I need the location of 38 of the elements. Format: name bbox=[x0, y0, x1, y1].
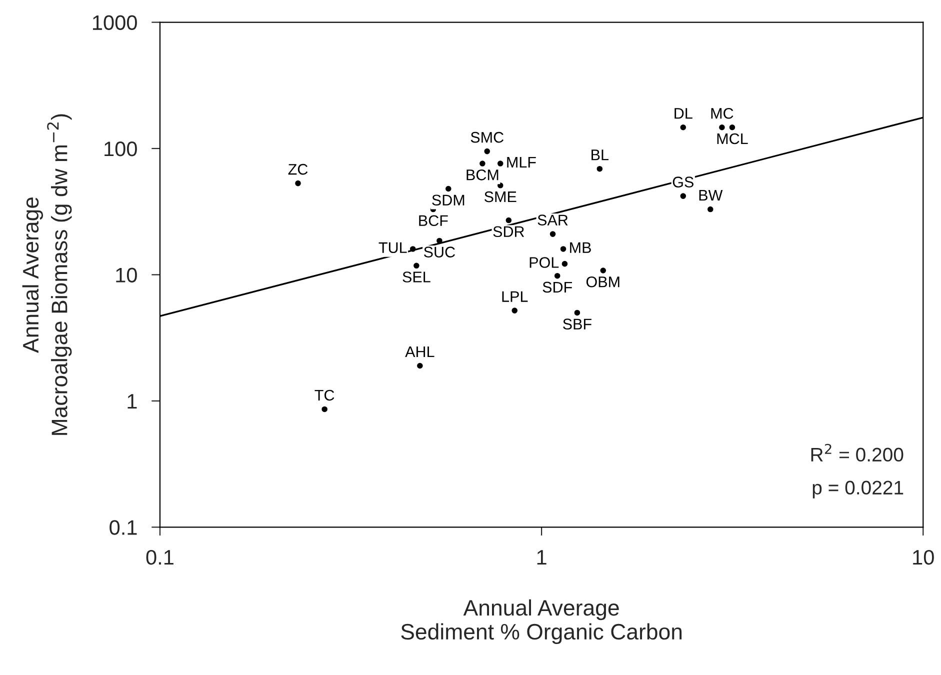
data-label: MCL bbox=[717, 133, 748, 144]
data-label: MC bbox=[711, 108, 734, 119]
data-label: SUC bbox=[424, 246, 455, 258]
data-label: SBF bbox=[563, 318, 592, 330]
data-label: BCM bbox=[466, 170, 498, 180]
data-label: SDR bbox=[493, 226, 524, 238]
data-label: BL bbox=[592, 150, 608, 160]
data-label: SDF bbox=[542, 282, 572, 293]
annotation: p = 0.0221 bbox=[812, 480, 904, 498]
data-label: OBM bbox=[586, 276, 620, 288]
data-label: SAR bbox=[538, 214, 568, 226]
y-axis-title: Annual Average Macroalgae Biomass (g dw m$^{−2}$) bbox=[22, 114, 72, 435]
data-label: MB bbox=[570, 242, 591, 253]
data-label: AHL bbox=[405, 346, 434, 358]
y-tick-label: 10 bbox=[116, 268, 137, 282]
x-axis-title: Annual Average Sediment % Organic Carbon bbox=[401, 599, 682, 644]
y-tick-label: 100 bbox=[104, 142, 137, 156]
y-tick-label: 1000 bbox=[92, 15, 137, 30]
x-tick-label: 1 bbox=[537, 550, 546, 564]
data-label: DL bbox=[674, 108, 692, 119]
data-label: SEL bbox=[402, 272, 430, 282]
x-tick-label: 10 bbox=[913, 550, 934, 565]
data-label: BCF bbox=[419, 215, 448, 226]
annotation: R$^{2}$ = 0.200 bbox=[811, 444, 904, 462]
data-label: BW bbox=[699, 190, 723, 201]
data-label: SMC bbox=[470, 132, 504, 143]
x-tick-label: 0.1 bbox=[146, 550, 174, 565]
data-label: LPL bbox=[502, 291, 528, 302]
data-label: ZC bbox=[288, 164, 308, 175]
data-label: TUL bbox=[378, 242, 407, 254]
data-label: SME bbox=[484, 191, 516, 202]
data-label: POL bbox=[530, 257, 559, 268]
y-tick-label: 1 bbox=[128, 394, 137, 408]
data-label: GS bbox=[672, 176, 694, 188]
data-label: TC bbox=[314, 390, 334, 401]
data-label: SDM bbox=[432, 194, 464, 206]
data-label: MLF bbox=[507, 156, 536, 168]
y-tick-label: 0.1 bbox=[110, 520, 137, 535]
